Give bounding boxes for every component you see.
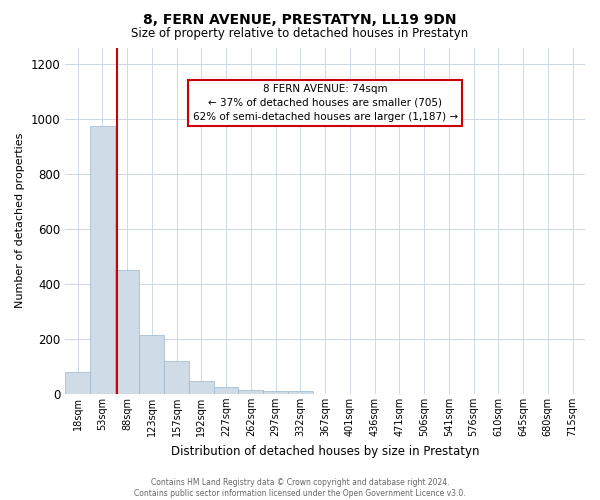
Bar <box>115 270 139 394</box>
Bar <box>164 361 189 394</box>
Text: Contains HM Land Registry data © Crown copyright and database right 2024.
Contai: Contains HM Land Registry data © Crown c… <box>134 478 466 498</box>
Text: 8, FERN AVENUE, PRESTATYN, LL19 9DN: 8, FERN AVENUE, PRESTATYN, LL19 9DN <box>143 12 457 26</box>
Bar <box>214 387 238 394</box>
Text: 8 FERN AVENUE: 74sqm
← 37% of detached houses are smaller (705)
62% of semi-deta: 8 FERN AVENUE: 74sqm ← 37% of detached h… <box>193 84 458 122</box>
Y-axis label: Number of detached properties: Number of detached properties <box>15 133 25 308</box>
Text: Size of property relative to detached houses in Prestatyn: Size of property relative to detached ho… <box>131 28 469 40</box>
X-axis label: Distribution of detached houses by size in Prestatyn: Distribution of detached houses by size … <box>171 444 479 458</box>
Bar <box>189 381 214 394</box>
Bar <box>238 390 263 394</box>
Bar <box>288 391 313 394</box>
Bar <box>90 126 115 394</box>
Bar <box>263 390 288 394</box>
Bar <box>65 372 90 394</box>
Bar <box>139 335 164 394</box>
